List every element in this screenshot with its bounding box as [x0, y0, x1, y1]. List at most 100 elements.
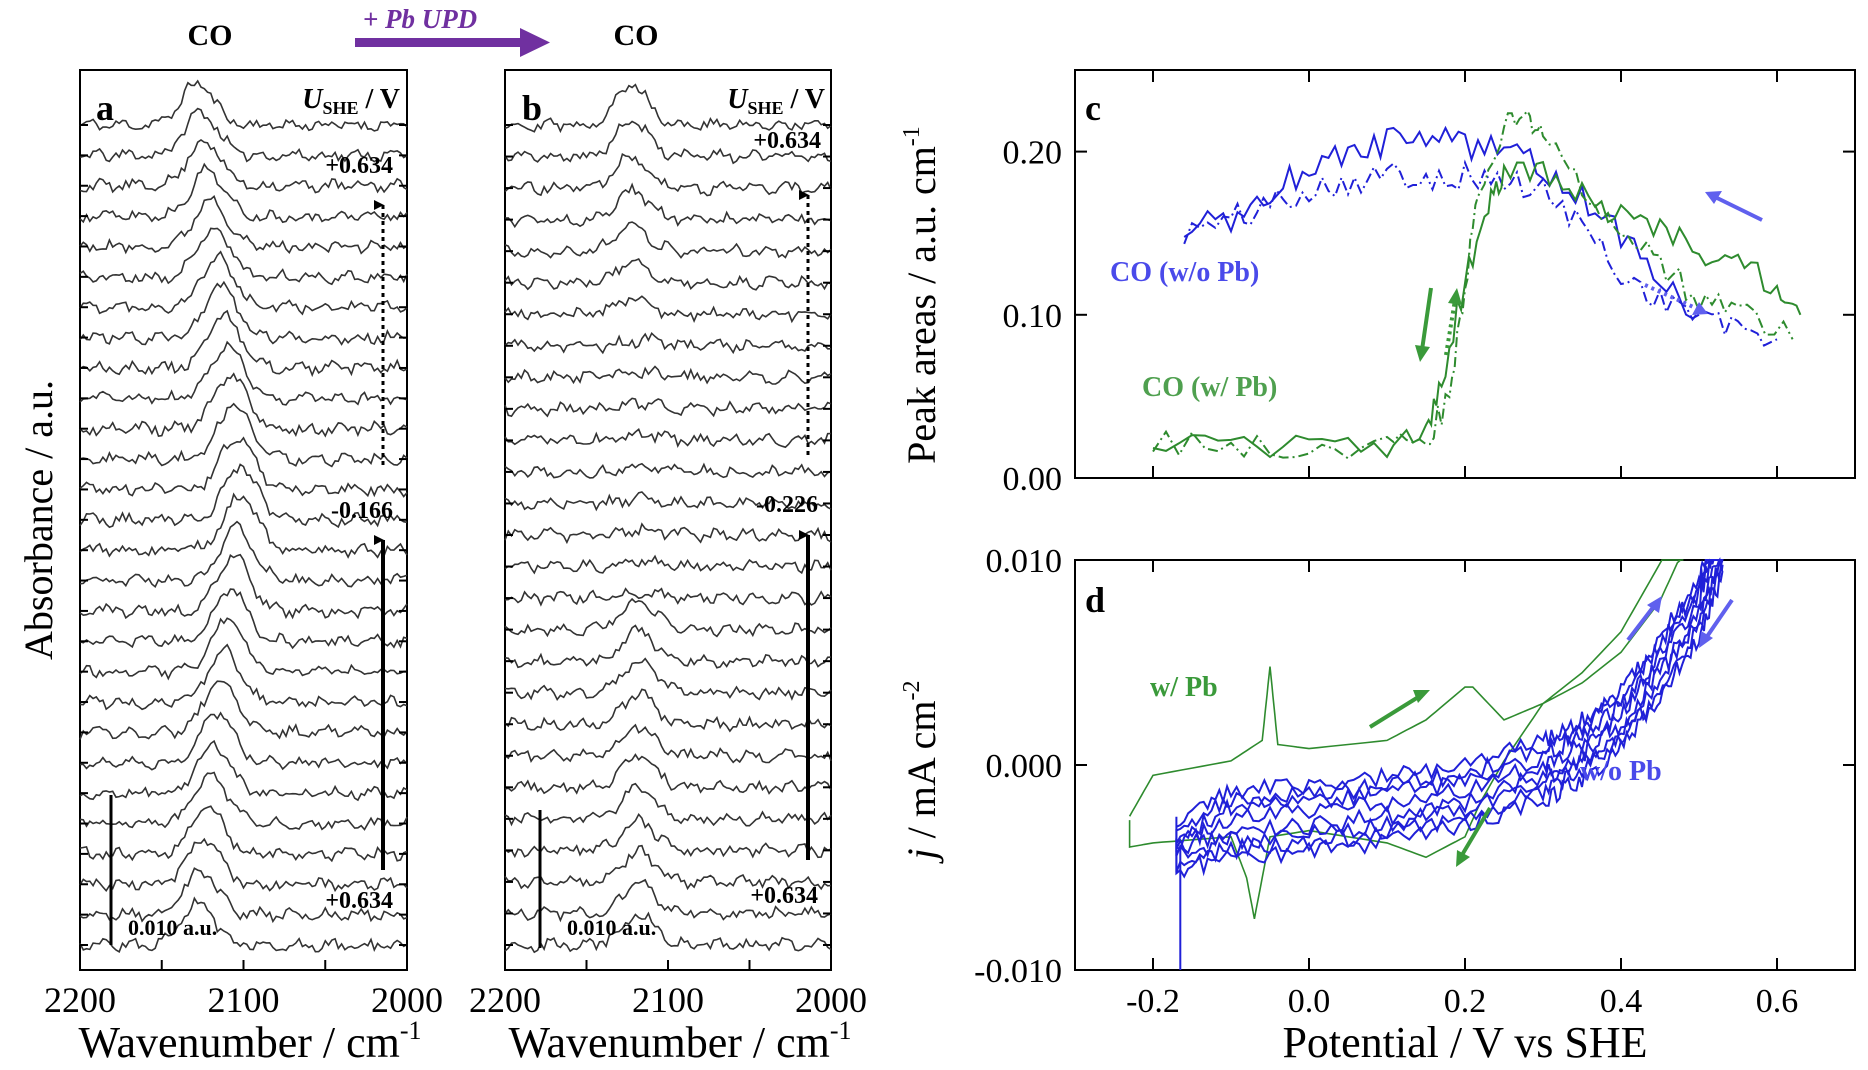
panel-d: 0.010 0.000 -0.010 -0.2 0.0 0.2 0.4 0.6 d w/ Pb…	[899, 543, 1856, 1067]
spectrum-trace	[504, 221, 832, 259]
panel-c-series	[1152, 108, 1802, 460]
panel-b: b USHE / V +0.634 -0.226 +0.634 0.010 a.…	[504, 69, 832, 971]
spectrum-trace	[79, 309, 408, 378]
panel-b-potential-mid: -0.226	[756, 492, 818, 518]
panel-c-arrow-green-solid	[1420, 287, 1433, 351]
y-tick-label: -0.010	[974, 953, 1062, 990]
potential-header-symbol: U	[727, 84, 749, 115]
spectrum-trace	[504, 295, 832, 324]
ylabel-main: / mA cm	[899, 701, 944, 849]
spectrum-trace	[504, 182, 832, 229]
x-tick-label: 2100	[632, 980, 704, 1020]
spectrum-trace	[79, 680, 408, 740]
panel-c-annotation-wo-pb: CO (w/o Pb)	[1110, 257, 1259, 288]
spectrum-trace	[79, 643, 408, 711]
spectrum-trace	[79, 372, 408, 438]
spectrum-trace	[79, 340, 408, 406]
spectrum-trace	[504, 365, 832, 385]
panel-a-scale-label: 0.010 a.u.	[128, 915, 217, 940]
spectrum-trace	[79, 162, 408, 224]
spectrum-trace	[504, 782, 832, 827]
spectrum-trace	[79, 402, 408, 468]
ylabel-sup: -2	[899, 681, 925, 701]
spectrum-trace	[504, 153, 832, 197]
header-species-left: CO	[188, 19, 233, 52]
panel-c-annotation-w-pb: CO (w/ Pb)	[1142, 372, 1277, 403]
x-tick-label: 0.4	[1600, 983, 1643, 1020]
y-tick-label: 0.000	[986, 748, 1063, 785]
spectrum-trace	[79, 771, 408, 831]
panel-a-spectra	[79, 79, 408, 953]
spectrum-trace	[504, 911, 832, 954]
xlabel-main: Wavenumber / cm	[508, 1018, 829, 1067]
spectrum-trace	[79, 805, 408, 863]
y-tick-label: 0.10	[1003, 298, 1063, 335]
wavenumber-ticks: 2200 2100 2000 2200 2100 2000	[44, 960, 867, 1020]
panel-d-arrow-blue-up-head	[1647, 596, 1662, 613]
potential-header-symbol: U	[302, 84, 324, 115]
spectrum-trace	[79, 617, 408, 681]
x-tick-label: 0.2	[1444, 983, 1487, 1020]
pb-upd-arrow	[355, 28, 550, 57]
panel-c-arrow-green-solid-head	[1415, 345, 1430, 362]
x-tick-label: 2200	[44, 980, 116, 1020]
spectrum-trace	[79, 739, 408, 802]
y-tick-label: 0.010	[986, 543, 1063, 580]
spectrum-trace	[504, 257, 832, 291]
panel-d-series	[1128, 557, 1724, 970]
panel-d-frame	[1074, 559, 1856, 971]
spectrum-trace	[504, 331, 831, 355]
spectrum-trace	[504, 624, 832, 669]
ylabel-main: Peak areas / a.u. cm	[899, 146, 944, 464]
panel-c: 0.00 0.10 0.20 c CO (w/o Pb) CO (w/ Pb) Pe…	[899, 69, 1856, 498]
y-tick-label: 0.00	[1003, 461, 1063, 498]
spectrum-trace	[80, 711, 408, 771]
potential-header-subscript: SHE	[747, 98, 783, 118]
panel-c-letter: c	[1085, 88, 1101, 128]
panel-d-arrow-green-up-head	[1413, 690, 1430, 703]
spectrum-trace	[79, 250, 408, 316]
cv-loop	[1175, 557, 1724, 873]
spectrum-trace	[79, 520, 408, 588]
ylabel-j: j	[899, 848, 944, 864]
spectrum-trace	[504, 597, 832, 638]
panel-d-arrow-green-up	[1368, 694, 1422, 729]
series-line	[1152, 160, 1802, 459]
x-tick-label: -0.2	[1126, 983, 1180, 1020]
xlabel-sup: -1	[400, 1016, 422, 1045]
spectrum-trace	[504, 491, 832, 512]
pb-upd-label: + Pb UPD	[363, 4, 477, 34]
y-tick-label: 0.20	[1003, 135, 1063, 172]
series-line	[1152, 108, 1794, 460]
spectrum-trace	[504, 427, 832, 449]
series-line	[1183, 159, 1778, 347]
spectrum-trace	[79, 436, 408, 498]
spectrum-trace	[504, 120, 832, 165]
spectrum-trace	[79, 463, 408, 529]
panel-c-ylabel: Peak areas / a.u. cm-1	[899, 126, 944, 464]
spectrum-trace	[504, 657, 832, 701]
panel-a-potential-mid: -0.166	[331, 498, 393, 524]
panel-b-frame	[504, 69, 832, 971]
spectrum-trace	[79, 139, 408, 194]
panel-c-arrow-blue-solid-head	[1705, 191, 1722, 204]
spectrum-trace	[79, 896, 408, 953]
panel-d-annotation-wo-pb: w/o Pb	[1580, 756, 1662, 787]
panel-b-scale-label: 0.010 a.u.	[567, 915, 656, 940]
panel-d-arrow-blue-up	[1626, 604, 1656, 642]
header-species-right: CO	[614, 19, 659, 52]
panel-d-ticks: 0.010 0.000 -0.010 -0.2 0.0 0.2 0.4 0.6	[974, 543, 1855, 1020]
panel-d-annotation-w-pb: w/ Pb	[1150, 672, 1218, 703]
panel-b-spectra	[504, 83, 832, 954]
panel-b-potential-header: USHE / V	[727, 84, 825, 118]
x-tick-label: 2100	[208, 980, 280, 1020]
panel-a: a USHE / V +0.634 -0.166 +0.634 0.010 a.…	[79, 69, 408, 971]
spectrum-trace	[504, 522, 832, 545]
spectrum-trace	[504, 397, 832, 418]
x-tick-label: 0.0	[1288, 983, 1331, 1020]
spectrum-trace	[504, 587, 832, 607]
ylabel-sup: -1	[899, 126, 925, 146]
panel-d-ylabel: j / mA cm-2	[899, 681, 944, 865]
spectrum-trace	[504, 812, 832, 859]
